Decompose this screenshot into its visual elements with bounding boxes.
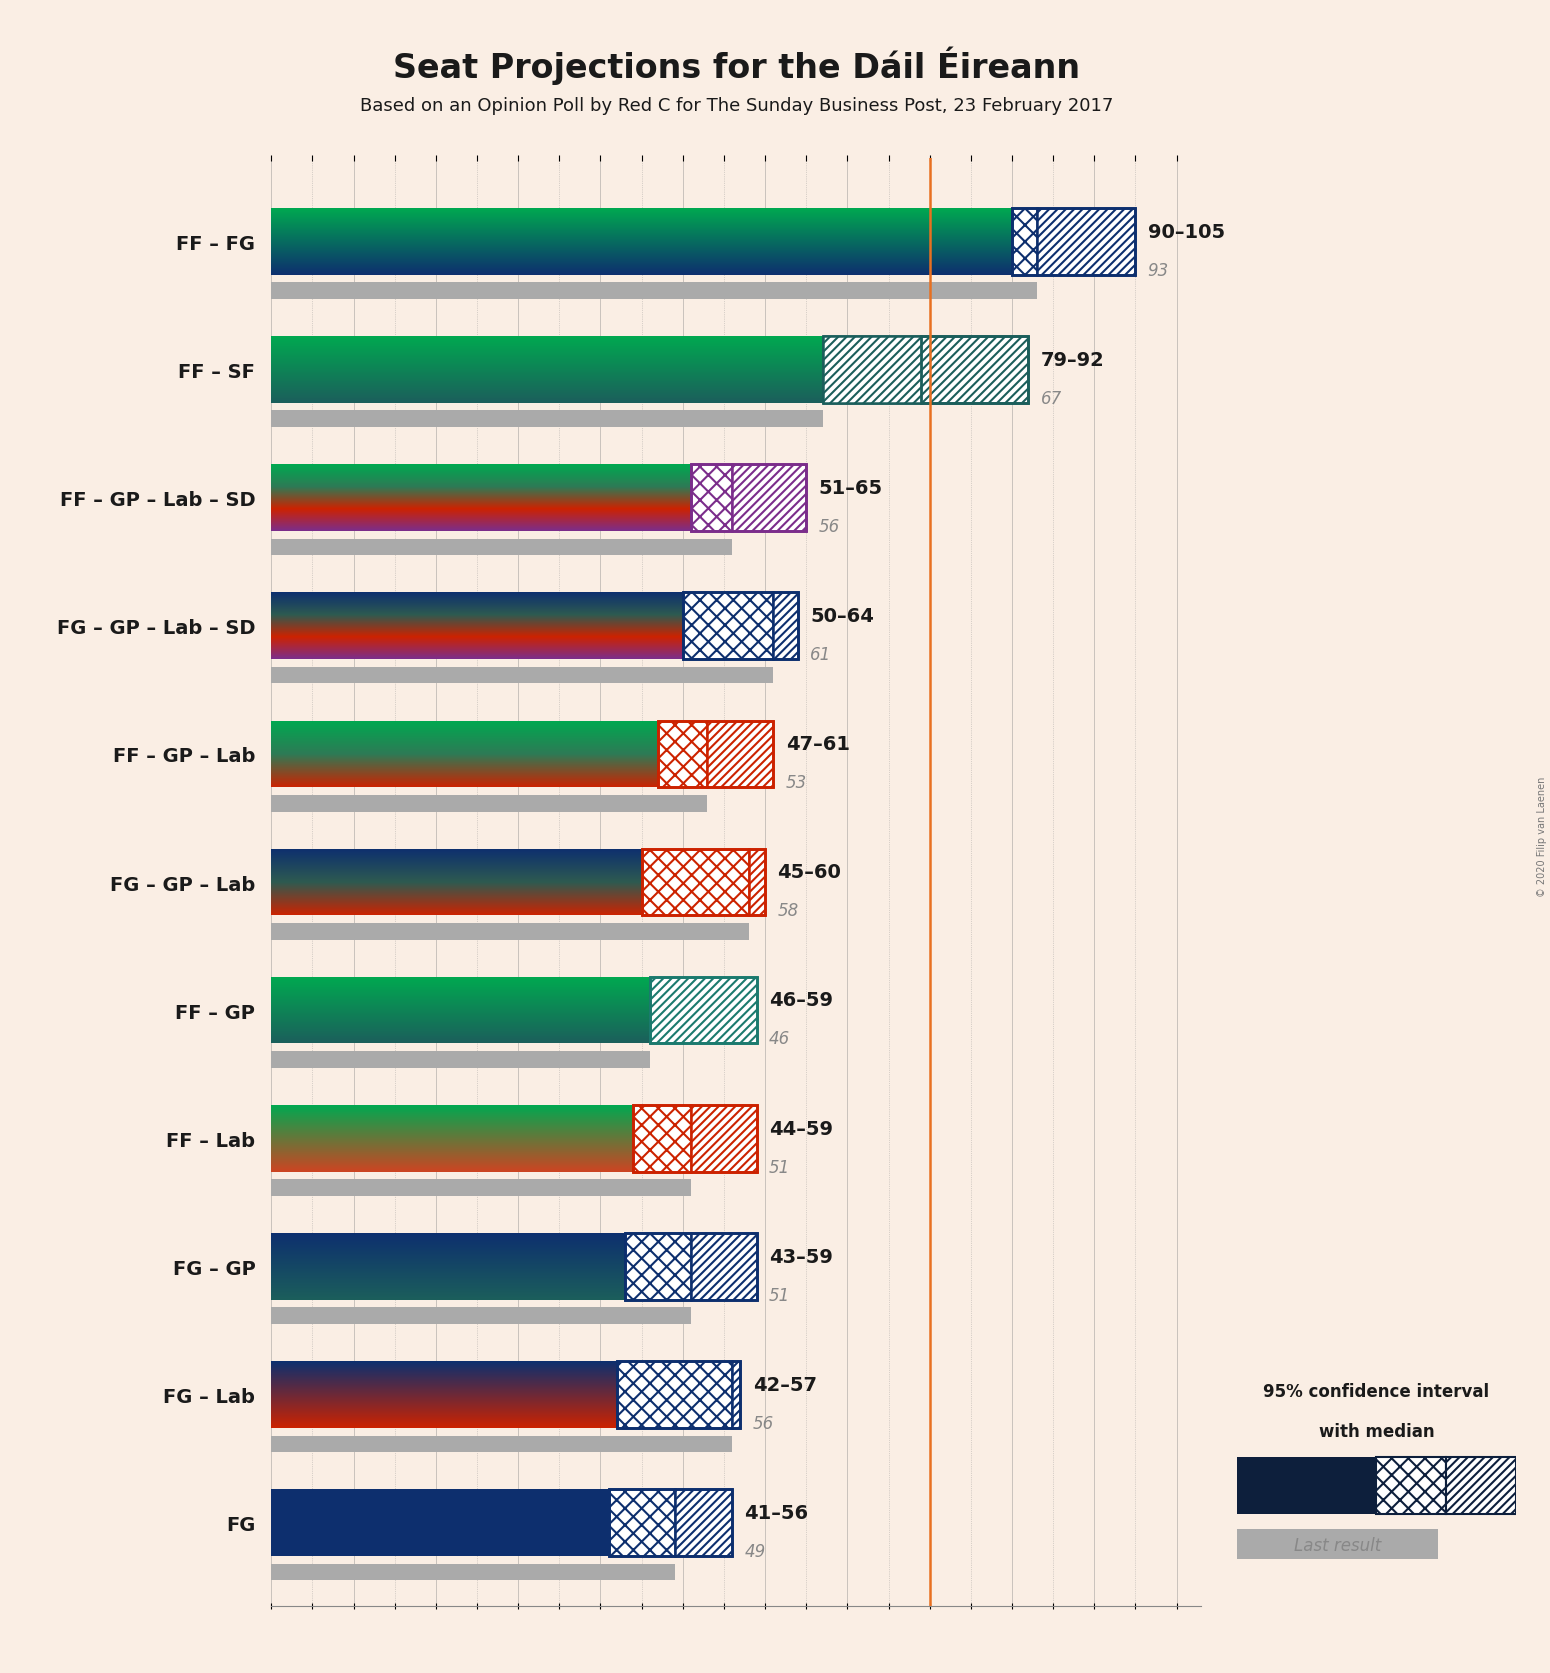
Text: 45–60: 45–60: [778, 863, 842, 882]
Bar: [773, 592, 798, 659]
Bar: [271, 412, 823, 428]
Text: 95% confidence interval: 95% confidence interval: [1263, 1382, 1490, 1400]
Bar: [707, 721, 773, 788]
Text: 51: 51: [769, 1287, 790, 1303]
Bar: [1037, 209, 1136, 276]
Text: 50–64: 50–64: [811, 607, 874, 626]
Bar: [823, 336, 921, 403]
Bar: [617, 1362, 741, 1429]
Bar: [682, 592, 798, 659]
Bar: [707, 721, 773, 788]
Bar: [271, 539, 732, 555]
Bar: [271, 1435, 732, 1452]
Bar: [1012, 209, 1037, 276]
Text: 56: 56: [818, 517, 840, 535]
Bar: [271, 923, 749, 940]
Bar: [732, 465, 806, 532]
Bar: [271, 1308, 691, 1325]
Bar: [1037, 209, 1136, 276]
Text: 67: 67: [1040, 390, 1062, 408]
Text: 93: 93: [1147, 261, 1169, 279]
Bar: [659, 721, 773, 788]
Text: 41–56: 41–56: [744, 1502, 809, 1522]
Bar: [691, 1233, 756, 1300]
Bar: [609, 1489, 674, 1556]
Bar: [1446, 1457, 1516, 1514]
Bar: [823, 336, 921, 403]
Bar: [921, 336, 1028, 403]
Bar: [649, 977, 756, 1044]
Bar: [271, 668, 773, 684]
Text: © 2020 Filip van Laenen: © 2020 Filip van Laenen: [1538, 776, 1547, 897]
Bar: [682, 592, 773, 659]
Text: Seat Projections for the Dáil Éireann: Seat Projections for the Dáil Éireann: [392, 47, 1080, 85]
Bar: [609, 1489, 674, 1556]
Text: 51–65: 51–65: [818, 478, 882, 497]
Bar: [609, 1489, 732, 1556]
Text: 56: 56: [753, 1414, 773, 1432]
Bar: [649, 977, 756, 1044]
Text: Based on an Opinion Poll by Red C for The Sunday Business Post, 23 February 2017: Based on an Opinion Poll by Red C for Th…: [360, 97, 1113, 115]
Bar: [625, 1233, 691, 1300]
Text: 49: 49: [744, 1543, 766, 1559]
Bar: [1237, 1457, 1376, 1514]
Bar: [271, 1489, 674, 1556]
Text: 51: 51: [769, 1158, 790, 1176]
Bar: [691, 465, 806, 532]
Bar: [823, 336, 1028, 403]
Bar: [732, 465, 806, 532]
Bar: [674, 1489, 732, 1556]
Bar: [691, 1233, 756, 1300]
Text: 47–61: 47–61: [786, 734, 849, 755]
Bar: [773, 592, 798, 659]
Bar: [823, 336, 1028, 403]
Bar: [691, 1106, 756, 1171]
Bar: [271, 283, 1037, 299]
Bar: [271, 1564, 674, 1581]
Bar: [749, 850, 766, 915]
Bar: [1012, 209, 1136, 276]
Bar: [659, 721, 707, 788]
Bar: [674, 1489, 732, 1556]
Bar: [625, 1233, 691, 1300]
Text: 43–59: 43–59: [769, 1246, 832, 1266]
Bar: [642, 850, 749, 915]
Bar: [642, 850, 749, 915]
Bar: [625, 1233, 756, 1300]
Text: with median: with median: [1319, 1422, 1434, 1440]
Text: 53: 53: [786, 773, 808, 791]
Bar: [1376, 1457, 1446, 1514]
Bar: [659, 721, 707, 788]
Bar: [649, 977, 756, 1044]
Bar: [271, 795, 707, 811]
Text: Last result: Last result: [1294, 1536, 1381, 1554]
Text: 42–57: 42–57: [753, 1375, 817, 1394]
Text: 79–92: 79–92: [1040, 351, 1105, 370]
Bar: [732, 1362, 741, 1429]
Text: 61: 61: [811, 646, 831, 664]
Bar: [1012, 209, 1037, 276]
Text: 44–59: 44–59: [769, 1119, 834, 1138]
Bar: [617, 1362, 732, 1429]
Bar: [634, 1106, 756, 1171]
Text: 46: 46: [769, 1031, 790, 1047]
Bar: [617, 1362, 732, 1429]
Text: 90–105: 90–105: [1147, 223, 1224, 241]
Text: 58: 58: [778, 902, 798, 920]
Bar: [749, 850, 766, 915]
Bar: [682, 592, 773, 659]
Bar: [732, 1362, 741, 1429]
Bar: [634, 1106, 691, 1171]
Bar: [271, 1179, 691, 1196]
Bar: [691, 1106, 756, 1171]
Bar: [634, 1106, 691, 1171]
Text: 46–59: 46–59: [769, 990, 834, 1010]
Bar: [691, 465, 732, 532]
Bar: [691, 465, 732, 532]
Bar: [642, 850, 766, 915]
Bar: [271, 1052, 649, 1067]
Bar: [1237, 1529, 1438, 1559]
